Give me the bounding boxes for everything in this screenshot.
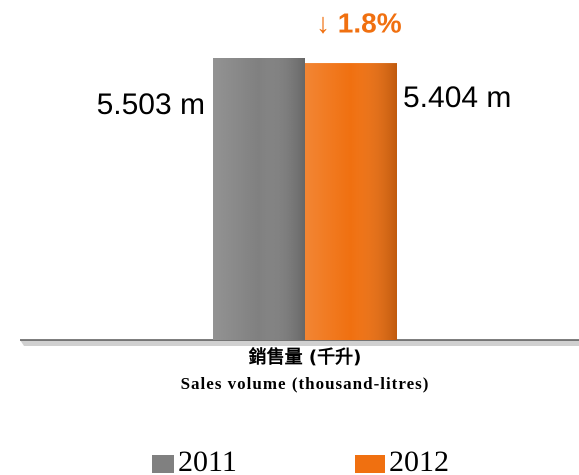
x-category-label: Sales volume (thousand-litres) bbox=[181, 374, 430, 393]
value-label: 5.404 m bbox=[403, 81, 511, 114]
legend-swatch bbox=[355, 455, 385, 473]
bar-shade bbox=[305, 63, 397, 340]
legend-swatch bbox=[152, 455, 174, 473]
bar-shade bbox=[213, 58, 305, 340]
x-category-label: 銷售量 (千升) bbox=[249, 346, 362, 368]
baseline-floor bbox=[20, 340, 579, 346]
value-label: 5.503 m bbox=[97, 88, 205, 121]
legend-label: 2011 bbox=[178, 445, 237, 475]
legend-label: 2012 bbox=[389, 445, 449, 475]
annotation: ↓ 1.8% bbox=[316, 7, 402, 38]
